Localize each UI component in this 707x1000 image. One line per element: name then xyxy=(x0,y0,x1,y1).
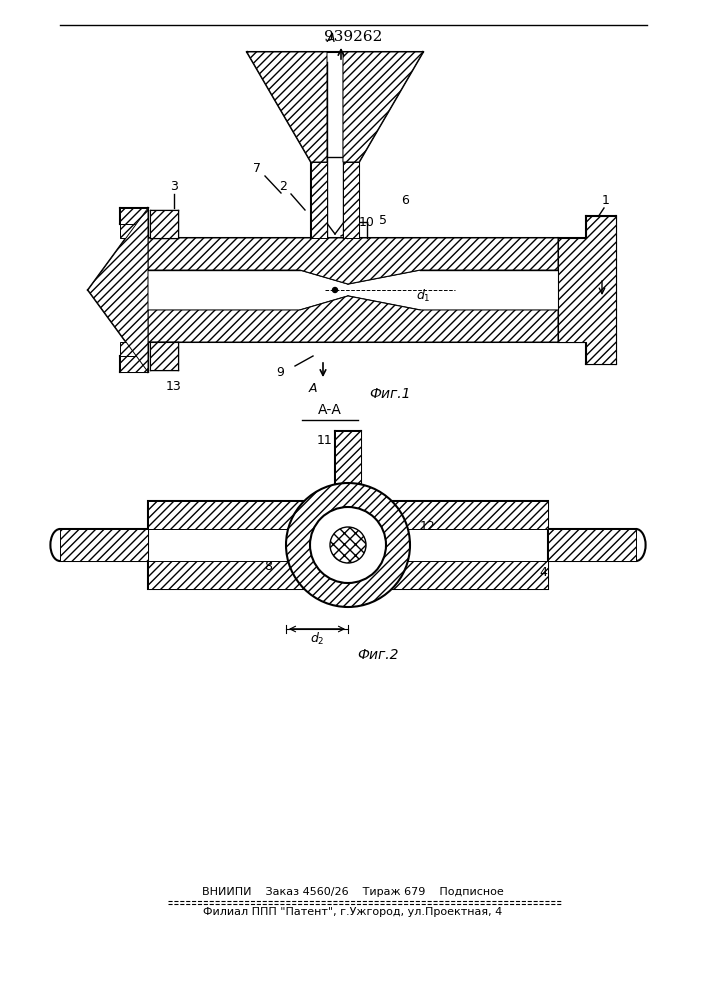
Polygon shape xyxy=(311,162,327,238)
Text: 9: 9 xyxy=(276,365,284,378)
Text: 10: 10 xyxy=(359,216,375,229)
Polygon shape xyxy=(148,561,548,589)
Text: 12: 12 xyxy=(420,520,436,534)
Polygon shape xyxy=(120,208,148,224)
Polygon shape xyxy=(120,342,148,356)
Polygon shape xyxy=(148,238,558,284)
Polygon shape xyxy=(60,529,148,561)
Text: 7: 7 xyxy=(253,161,261,174)
Text: 939262: 939262 xyxy=(324,30,382,44)
Text: 6: 6 xyxy=(401,194,409,207)
Text: 1: 1 xyxy=(602,194,610,207)
Text: 8: 8 xyxy=(264,560,272,574)
Polygon shape xyxy=(120,224,148,238)
Text: A: A xyxy=(327,32,335,45)
Text: 2: 2 xyxy=(279,180,287,192)
Text: Филиал ППП "Патент", г.Ужгород, ул.Проектная, 4: Филиал ППП "Патент", г.Ужгород, ул.Проек… xyxy=(204,907,503,917)
Polygon shape xyxy=(148,296,558,342)
Circle shape xyxy=(332,288,337,292)
Text: $d_2$: $d_2$ xyxy=(310,631,325,647)
Polygon shape xyxy=(558,216,616,364)
Text: Фиг.2: Фиг.2 xyxy=(357,648,399,662)
Text: Фиг.1: Фиг.1 xyxy=(369,387,411,401)
Polygon shape xyxy=(548,529,636,561)
Text: $d_1$: $d_1$ xyxy=(416,288,431,304)
Text: 3: 3 xyxy=(170,180,178,192)
Text: 13: 13 xyxy=(166,379,182,392)
Text: 4: 4 xyxy=(539,566,547,580)
Text: 11: 11 xyxy=(317,434,333,448)
Text: 5: 5 xyxy=(379,214,387,227)
Text: А-А: А-А xyxy=(318,403,342,417)
Polygon shape xyxy=(150,210,178,238)
Text: A: A xyxy=(309,382,317,395)
Polygon shape xyxy=(120,356,148,372)
Polygon shape xyxy=(247,52,327,162)
Polygon shape xyxy=(343,52,423,162)
Polygon shape xyxy=(335,431,361,483)
Polygon shape xyxy=(88,208,148,372)
Polygon shape xyxy=(343,162,359,238)
Polygon shape xyxy=(150,342,178,370)
Circle shape xyxy=(286,483,410,607)
Polygon shape xyxy=(148,501,548,529)
Text: ВНИИПИ    Заказ 4560/26    Тираж 679    Подписное: ВНИИПИ Заказ 4560/26 Тираж 679 Подписное xyxy=(202,887,504,897)
Circle shape xyxy=(330,527,366,563)
Circle shape xyxy=(310,507,386,583)
Polygon shape xyxy=(148,501,548,589)
